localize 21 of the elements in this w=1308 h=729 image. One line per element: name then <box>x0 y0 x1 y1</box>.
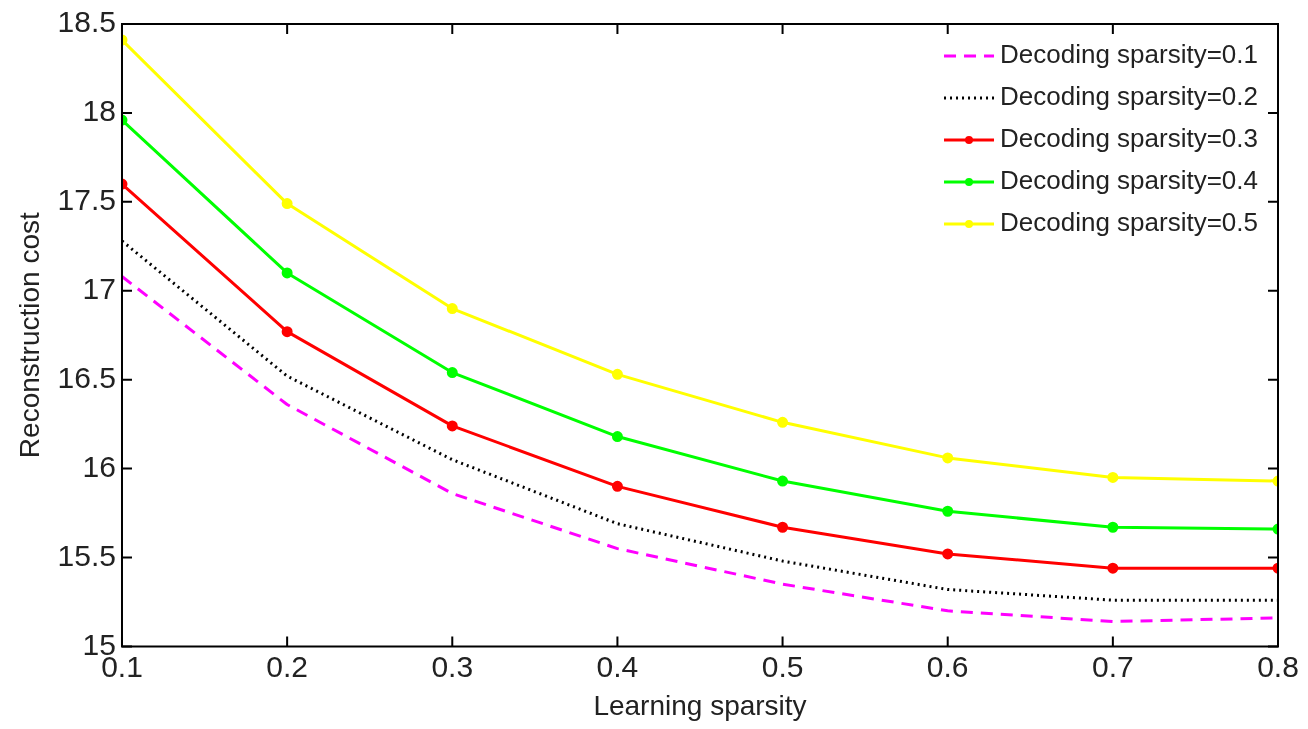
x-tick-label: 0.5 <box>761 649 804 683</box>
y-tick-label: 18.5 <box>57 5 116 39</box>
x-tick-label: 0.6 <box>926 649 969 683</box>
x-tick-label: 0.3 <box>431 649 474 683</box>
y-tick-label: 16.5 <box>57 360 116 394</box>
x-tick-label: 0.4 <box>596 649 639 683</box>
x-tick-label: 0.2 <box>266 649 308 683</box>
y-tick-label: 15.5 <box>57 538 116 572</box>
y-tick-label: 16 <box>82 449 116 483</box>
legend-label: Decoding sparsity=0.4 <box>1000 165 1258 196</box>
x-axis-title: Learning sparsity <box>593 689 807 721</box>
legend-label: Decoding sparsity=0.2 <box>1000 81 1258 112</box>
y-tick-label: 17.5 <box>57 183 116 217</box>
x-tick-label: 0.7 <box>1092 649 1134 683</box>
y-axis-title: Reconstruction cost <box>13 212 45 459</box>
y-tick-label: 17 <box>82 272 116 306</box>
legend-label: Decoding sparsity=0.5 <box>1000 207 1258 238</box>
legend-label: Decoding sparsity=0.1 <box>1000 39 1258 70</box>
legend-label: Decoding sparsity=0.3 <box>1000 123 1258 154</box>
y-tick-label: 18 <box>82 94 116 128</box>
x-tick-label: 0.8 <box>1257 649 1299 683</box>
